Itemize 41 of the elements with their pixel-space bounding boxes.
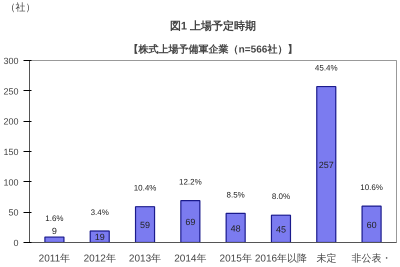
- bar: [361, 206, 382, 242]
- x-tick-label: 2014年: [174, 252, 206, 264]
- data-label: 60: [366, 220, 377, 230]
- y-tick-label: 50: [8, 208, 19, 218]
- x-tick-label: 2011年: [38, 252, 70, 264]
- data-label: 9: [52, 226, 57, 236]
- y-tick-label: 300: [3, 56, 19, 66]
- annotation: 10.4%: [134, 184, 156, 193]
- data-label: 45: [276, 224, 286, 234]
- annotation: 45.4%: [314, 64, 338, 73]
- data-label: 48: [230, 223, 241, 234]
- bar: [270, 214, 292, 242]
- x-tick-label: 2016年以降: [254, 252, 308, 264]
- annotation: 8.0%: [272, 192, 290, 202]
- x-tick-label: 未定: [316, 252, 336, 264]
- chart-subtitle: 【株式上場予備軍企業（n=566社）】: [128, 44, 298, 56]
- y-tick-label: 0: [13, 238, 19, 248]
- data-label: 59: [140, 220, 150, 230]
- data-label: 257: [318, 160, 334, 170]
- annotation: 8.5%: [226, 190, 245, 200]
- annotation: 12.2%: [179, 178, 202, 187]
- y-tick-label: 250: [3, 86, 19, 96]
- x-tick-label: 2015年: [220, 252, 252, 264]
- bar: [44, 236, 65, 242]
- y-axis-title: （社）: [6, 2, 36, 14]
- data-label: 69: [185, 217, 196, 228]
- x-tick-label: 非公表・: [352, 252, 392, 264]
- y-tick-label: 100: [3, 177, 19, 188]
- chart-title: 図1 上場予定時期: [170, 20, 256, 32]
- bar: [134, 206, 156, 242]
- annotation: 1.6%: [45, 214, 64, 224]
- annotation: 10.6%: [360, 183, 383, 192]
- bar: [226, 212, 246, 242]
- annotation: 3.4%: [90, 208, 109, 217]
- data-label: 19: [94, 232, 105, 242]
- bar: [180, 200, 200, 242]
- x-tick-label: 2013年: [128, 252, 162, 264]
- x-tick-label: 2012年: [84, 252, 116, 264]
- bar: [316, 86, 336, 242]
- y-tick-label: 150: [3, 147, 19, 157]
- y-tick-label: 200: [3, 116, 19, 127]
